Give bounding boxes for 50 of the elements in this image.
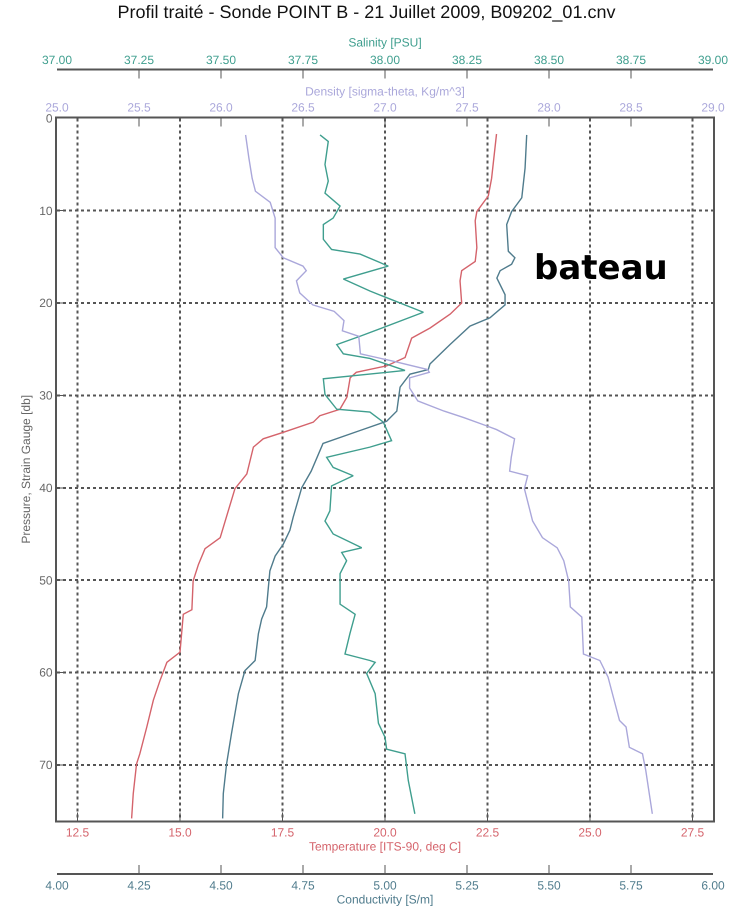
x-tick-label: 15.0	[168, 826, 192, 840]
x-tick-label: 25.0	[578, 826, 602, 840]
x-axis-title: Temperature [ITS-90, deg C]	[308, 840, 462, 854]
x2-tick-label: 37.50	[206, 52, 236, 67]
x2-tick-label: 27.0	[373, 100, 397, 114]
x-tick-label: 4.00	[45, 878, 69, 893]
x-tick-label: 4.50	[209, 878, 233, 893]
x2-tick-label: 38.50	[534, 52, 564, 67]
y-tick-label: 0	[46, 112, 53, 126]
x2-tick-label: 38.75	[616, 52, 646, 67]
x2-axis-title: Density [sigma-theta, Kg/m^3]	[305, 84, 465, 98]
x2-tick-label: 26.5	[291, 100, 315, 114]
x2-tick-label: 39.00	[698, 52, 728, 67]
x2-tick-label: 25.0	[45, 100, 69, 114]
y-axis-title: Pressure, Strain Gauge [db]	[19, 394, 34, 544]
x-tick-label: 4.75	[291, 878, 315, 893]
x2-tick-label: 26.0	[209, 100, 233, 114]
y-tick-label: 20	[39, 296, 53, 310]
x-tick-label: 20.0	[373, 826, 397, 840]
x-tick-label: 5.50	[537, 878, 561, 893]
x2-tick-label: 38.00	[370, 52, 400, 67]
x-axis-title: Conductivity [S/m]	[336, 892, 434, 907]
x-tick-label: 5.00	[373, 878, 397, 893]
annotation: bateau	[534, 248, 668, 288]
y-tick-label: 40	[39, 480, 53, 495]
line-series	[130, 133, 498, 820]
x2-tick-label: 29.0	[701, 100, 725, 114]
x-tick-label: 12.5	[66, 826, 90, 840]
y-tick-label: 70	[39, 758, 53, 772]
x-tick-label: 27.5	[680, 826, 704, 840]
x2-tick-label: 37.25	[124, 52, 154, 67]
x-tick-label: 4.25	[127, 878, 151, 893]
x-tick-label: 22.5	[476, 826, 500, 840]
x2-tick-label: 25.5	[127, 100, 151, 114]
x-tick-label: 5.75	[619, 878, 643, 893]
x2-axis-title: Salinity [PSU]	[348, 36, 422, 50]
x2-tick-label: 37.00	[42, 52, 72, 67]
x2-tick-label: 37.75	[288, 52, 318, 67]
x2-tick-label: 27.5	[455, 100, 479, 114]
x-tick-label: 5.25	[455, 878, 479, 893]
y-tick-label: 60	[39, 666, 53, 680]
y-tick-label: 10	[39, 204, 53, 218]
y-tick-label: 30	[39, 388, 53, 403]
x2-tick-label: 28.0	[537, 100, 561, 114]
y-tick-label: 50	[39, 573, 53, 588]
chart-title: Profil traité - Sonde POINT B - 21 Juillet 2009, B09202_01.cnv	[118, 2, 616, 22]
x2-tick-label: 38.25	[452, 52, 482, 67]
x-tick-label: 17.5	[270, 826, 294, 840]
x-tick-label: 6.00	[701, 878, 725, 893]
x2-tick-label: 28.5	[619, 100, 643, 114]
